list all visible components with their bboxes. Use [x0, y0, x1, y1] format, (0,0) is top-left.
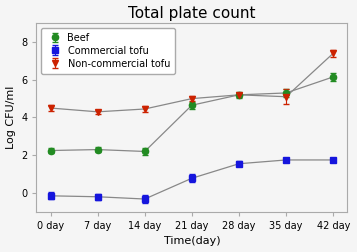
X-axis label: Time(day): Time(day) [164, 236, 220, 246]
Title: Total plate count: Total plate count [128, 6, 256, 21]
Y-axis label: Log CFU/ml: Log CFU/ml [6, 86, 16, 149]
Legend: Beef, Commercial tofu, Non-commercial tofu: Beef, Commercial tofu, Non-commercial to… [41, 28, 175, 74]
